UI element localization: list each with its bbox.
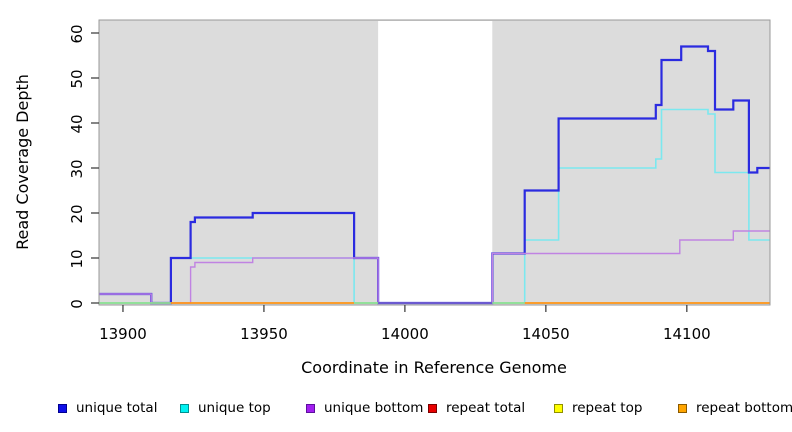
legend-item-repeat-total: repeat total	[428, 401, 525, 415]
y-tick-label: 60	[68, 24, 86, 43]
legend-label-repeat-bottom: repeat bottom	[696, 400, 792, 416]
legend-label-unique-total: unique total	[76, 400, 158, 416]
legend-label-repeat-total: repeat total	[446, 400, 526, 416]
x-tick-label: 13950	[240, 325, 288, 343]
legend-item-unique-bottom: unique bottom	[306, 401, 423, 415]
y-tick-label: 0	[68, 299, 86, 309]
y-tick-label: 20	[68, 204, 86, 223]
legend-item-repeat-bottom: repeat bottom	[678, 401, 792, 415]
series-unique-top	[99, 108, 770, 304]
x-tick-label: 14050	[522, 325, 570, 343]
legend-item-unique-top: unique top	[180, 401, 271, 415]
x-tick-label: 14000	[381, 325, 429, 343]
legend-swatch-repeat-total	[428, 403, 437, 413]
legend-item-repeat-top: repeat top	[554, 401, 642, 415]
x-tick-label: 14100	[663, 325, 711, 343]
legend-label-repeat-top: repeat top	[572, 400, 643, 416]
masked-region	[378, 21, 493, 304]
y-axis-title: Read Coverage Depth	[13, 74, 32, 250]
legend-label-unique-top: unique top	[198, 400, 271, 416]
legend-label-unique-bottom: unique bottom	[324, 400, 424, 416]
y-tick-label: 30	[68, 159, 86, 178]
legend-swatch-unique-bottom	[306, 403, 315, 413]
x-tick-label: 13900	[99, 325, 147, 343]
coverage-chart: 13900 13950 14000 14050 14100 0 10 20 30 40 50 60 R…	[13, 19, 771, 377]
y-tick-label: 10	[68, 249, 86, 268]
y-tick-label: 40	[68, 114, 86, 133]
legend-swatch-repeat-bottom	[678, 403, 687, 413]
legend-swatch-unique-total	[58, 403, 67, 413]
legend-swatch-repeat-top	[554, 403, 563, 413]
panel-border	[98, 19, 771, 306]
y-tick-label: 50	[68, 69, 86, 88]
series-unique-total	[99, 45, 770, 305]
legend-swatch-unique-top	[180, 403, 189, 413]
x-axis-title: Coordinate in Reference Genome	[301, 358, 567, 377]
legend-item-unique-total: unique total	[58, 401, 157, 415]
